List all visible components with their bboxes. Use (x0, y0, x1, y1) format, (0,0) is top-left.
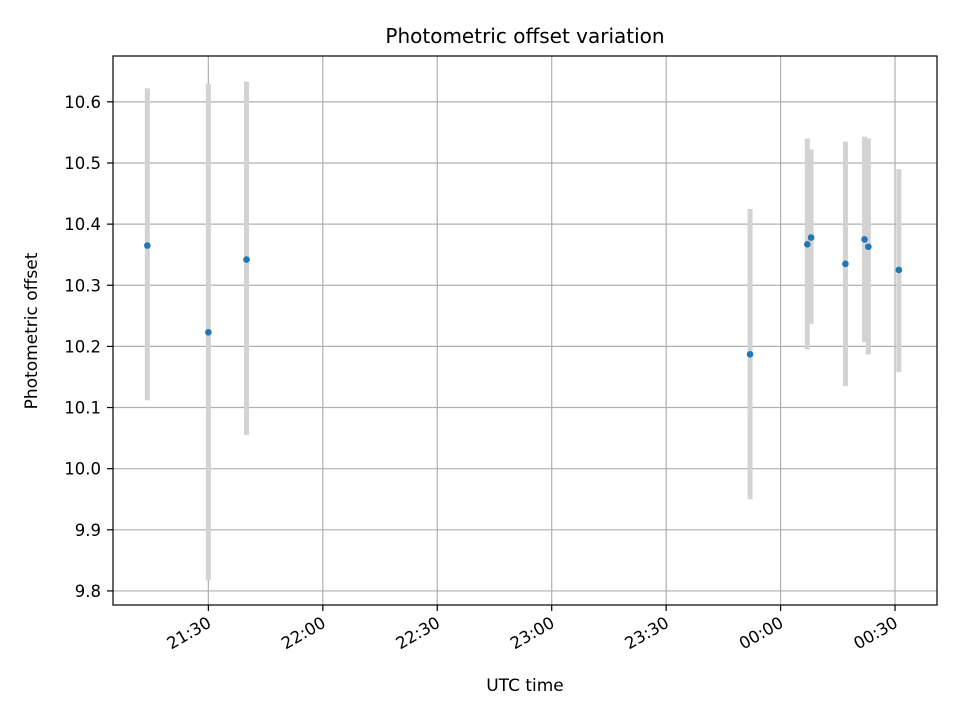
plot-frame (112, 55, 938, 606)
data-point (803, 240, 811, 248)
data-points (144, 234, 903, 358)
data-point (895, 266, 903, 274)
y-tick-label: 10.3 (64, 276, 101, 295)
data-point (746, 351, 754, 358)
y-tick-label: 10.1 (64, 399, 101, 418)
y-tick-label: 10.4 (64, 215, 101, 234)
y-tick-label: 9.8 (75, 582, 101, 601)
y-tick-label: 9.9 (75, 521, 101, 540)
grid (113, 56, 937, 605)
data-point (842, 260, 849, 268)
chart-title: Photometric offset variation (385, 24, 664, 48)
data-point (144, 242, 151, 249)
y-tick-label: 10.5 (64, 154, 101, 173)
y-tick-label: 10.0 (64, 460, 101, 479)
data-point (861, 236, 868, 243)
y-tick-label: 10.6 (64, 93, 101, 112)
data-point (807, 234, 815, 241)
y-axis-label: Photometric offset (22, 252, 42, 409)
data-point (205, 329, 212, 336)
x-axis-label: UTC time (486, 676, 564, 696)
data-point (865, 243, 872, 251)
data-point (243, 256, 250, 263)
y-tick-label: 10.2 (64, 337, 101, 356)
